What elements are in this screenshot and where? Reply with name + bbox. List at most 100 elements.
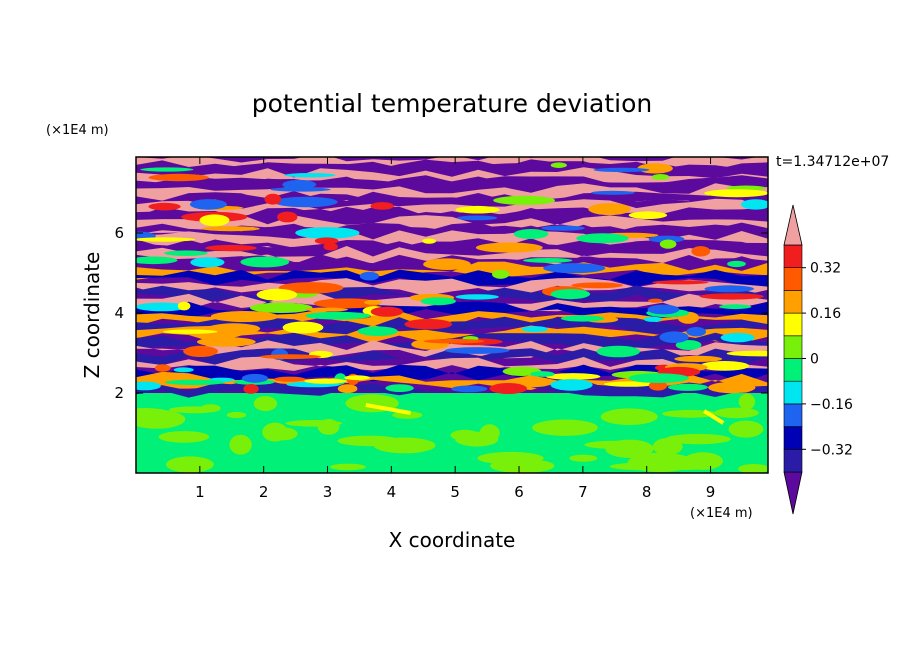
- field-blob: [323, 242, 338, 251]
- field-blob: [659, 331, 689, 344]
- field-streak: [703, 409, 725, 425]
- field-blob: [600, 408, 658, 426]
- field-blob: [652, 438, 683, 456]
- field-band: [136, 269, 768, 288]
- field-blob: [148, 202, 181, 211]
- field-blob: [264, 193, 282, 205]
- field-blob: [423, 258, 471, 271]
- x-axis-label: X coordinate: [389, 528, 516, 552]
- field-blob: [450, 429, 480, 441]
- x-tick-label: 2: [259, 483, 269, 501]
- field-blob: [282, 321, 324, 334]
- field-blob: [314, 237, 339, 245]
- field-blob: [674, 355, 723, 362]
- field-blob: [513, 229, 549, 239]
- field-blob: [720, 332, 755, 343]
- field-streak: [365, 403, 411, 415]
- field-blob: [196, 337, 256, 347]
- x-tick-label: 9: [706, 483, 716, 501]
- chart-title: potential temperature deviation: [252, 89, 652, 118]
- field-band: [136, 246, 768, 265]
- field-blob: [704, 285, 754, 293]
- field-blob: [370, 306, 404, 317]
- field-blob: [648, 235, 685, 243]
- field-blob: [605, 439, 654, 458]
- x-tick-label: 8: [642, 483, 652, 501]
- x-tick-label: 3: [323, 483, 333, 501]
- field-blob: [728, 420, 764, 438]
- y-axis-label: Z coordinate: [80, 252, 104, 379]
- colorbar-swatch: [783, 244, 803, 269]
- field-band: [136, 261, 768, 280]
- colorbar-under-triangle: [783, 471, 803, 515]
- field-blob: [370, 202, 395, 210]
- field-blob: [285, 420, 343, 427]
- field-blob: [189, 199, 227, 210]
- field-blob: [243, 384, 259, 394]
- field-blob: [727, 260, 746, 268]
- field-band: [136, 348, 768, 367]
- field-blob: [305, 307, 348, 312]
- field-blob: [593, 167, 650, 173]
- colorbar-swatch: [783, 267, 803, 291]
- field-blob: [628, 373, 689, 383]
- field-blob: [344, 375, 370, 381]
- x-tick-label: 1: [195, 483, 205, 501]
- field-blob: [364, 299, 382, 305]
- field-blob: [359, 271, 379, 281]
- field-blob: [210, 311, 279, 322]
- field-blob: [479, 424, 500, 442]
- field-blob: [229, 434, 252, 455]
- colorbar-swatch: [783, 380, 803, 405]
- field-blob: [226, 411, 247, 419]
- field-blob: [643, 316, 663, 322]
- field-blob: [659, 239, 677, 249]
- field-blob: [560, 315, 605, 322]
- field-blob: [719, 304, 752, 310]
- field-blob: [738, 393, 756, 410]
- field-blob: [571, 282, 624, 289]
- field-blob: [201, 226, 260, 232]
- y-unit-label: (×1E4 m): [46, 123, 109, 138]
- y-axis: 2 4 6: [114, 224, 768, 402]
- field-blob: [530, 371, 555, 377]
- field-blob: [475, 242, 543, 253]
- field-blob: [205, 244, 257, 252]
- field-blob: [423, 338, 485, 344]
- field-blob: [596, 345, 640, 358]
- field-blob: [550, 289, 591, 300]
- colorbar-over-triangle: [783, 204, 803, 246]
- field-blob: [267, 427, 298, 441]
- field-blob: [373, 437, 436, 454]
- colorbar-swatch: [783, 290, 803, 314]
- field-blob: [385, 384, 414, 392]
- field-blob: [136, 237, 196, 242]
- field-blob: [260, 354, 321, 360]
- time-label: t=1.34712e+07: [776, 154, 889, 170]
- field-blob: [455, 294, 499, 300]
- field-blob: [164, 379, 225, 386]
- field-blob: [569, 454, 598, 462]
- field-blob: [240, 256, 290, 268]
- colorbar-swatch: [783, 448, 803, 473]
- field-blob: [173, 367, 194, 373]
- field-blob: [704, 189, 768, 198]
- field-blob: [270, 187, 331, 192]
- field-blob: [523, 258, 573, 263]
- field-band: [136, 238, 768, 257]
- field-blob: [648, 380, 668, 391]
- field-blob: [576, 233, 629, 244]
- field-blob: [699, 293, 764, 300]
- field-blob: [313, 298, 381, 309]
- field-band: [136, 364, 768, 383]
- field-blob: [738, 464, 768, 473]
- field-blob: [136, 381, 161, 391]
- field-blob: [493, 195, 555, 205]
- field-blob: [648, 462, 715, 471]
- field-band: [136, 380, 768, 398]
- field-blob: [282, 179, 317, 190]
- field-blob: [541, 225, 585, 231]
- colorbar-swatch: [783, 335, 803, 359]
- colorbar-label: −0.16: [810, 397, 853, 413]
